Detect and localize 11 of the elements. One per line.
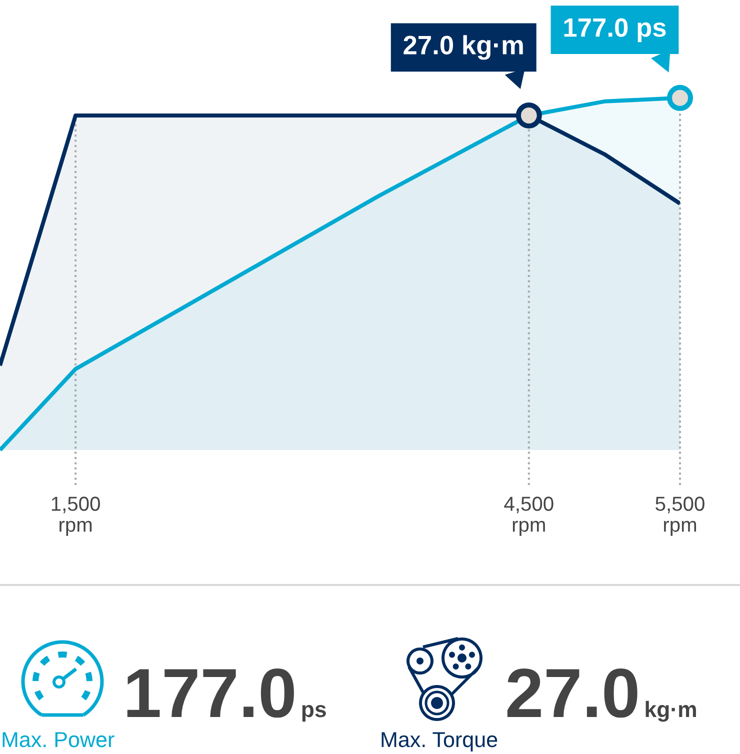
text: kg·m xyxy=(646,700,696,722)
legend-label: Max. Power xyxy=(2,732,114,748)
x-tick-label: 4,500 rpm xyxy=(504,496,554,536)
x-tick-label: 5,500 rpm xyxy=(656,496,704,536)
annotation: 27.0 kg·m xyxy=(404,35,523,60)
x-tick-label: 1,500 rpm xyxy=(52,496,100,536)
legend-label: Max. Torque xyxy=(382,732,498,752)
text: 27.0 xyxy=(507,668,638,718)
text: 177.0 xyxy=(127,668,294,718)
annotation: 177.0 ps xyxy=(564,18,666,42)
text: ps xyxy=(302,705,326,722)
